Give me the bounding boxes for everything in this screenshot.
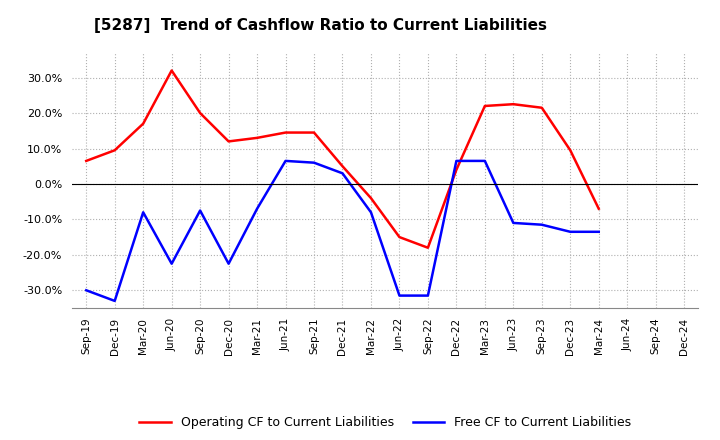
Free CF to Current Liabilities <box>480 158 489 164</box>
Operating CF to Current Liabilities <box>167 68 176 73</box>
Operating CF to Current Liabilities <box>82 158 91 164</box>
Free CF to Current Liabilities <box>282 158 290 164</box>
Operating CF to Current Liabilities <box>480 103 489 109</box>
Operating CF to Current Liabilities <box>338 164 347 169</box>
Operating CF to Current Liabilities <box>395 235 404 240</box>
Operating CF to Current Liabilities <box>310 130 318 135</box>
Free CF to Current Liabilities <box>338 171 347 176</box>
Free CF to Current Liabilities <box>110 298 119 304</box>
Operating CF to Current Liabilities <box>366 195 375 201</box>
Operating CF to Current Liabilities <box>595 206 603 211</box>
Operating CF to Current Liabilities <box>282 130 290 135</box>
Operating CF to Current Liabilities <box>139 121 148 126</box>
Operating CF to Current Liabilities <box>566 148 575 153</box>
Free CF to Current Liabilities <box>253 206 261 211</box>
Free CF to Current Liabilities <box>423 293 432 298</box>
Free CF to Current Liabilities <box>225 261 233 266</box>
Free CF to Current Liabilities <box>82 288 91 293</box>
Free CF to Current Liabilities <box>509 220 518 226</box>
Free CF to Current Liabilities <box>595 229 603 235</box>
Line: Free CF to Current Liabilities: Free CF to Current Liabilities <box>86 161 599 301</box>
Free CF to Current Liabilities <box>196 208 204 213</box>
Free CF to Current Liabilities <box>452 158 461 164</box>
Free CF to Current Liabilities <box>537 222 546 227</box>
Operating CF to Current Liabilities <box>452 167 461 172</box>
Operating CF to Current Liabilities <box>196 110 204 116</box>
Free CF to Current Liabilities <box>395 293 404 298</box>
Free CF to Current Liabilities <box>566 229 575 235</box>
Operating CF to Current Liabilities <box>537 105 546 110</box>
Free CF to Current Liabilities <box>366 210 375 215</box>
Operating CF to Current Liabilities <box>253 135 261 140</box>
Text: [5287]  Trend of Cashflow Ratio to Current Liabilities: [5287] Trend of Cashflow Ratio to Curren… <box>94 18 546 33</box>
Free CF to Current Liabilities <box>139 210 148 215</box>
Operating CF to Current Liabilities <box>225 139 233 144</box>
Operating CF to Current Liabilities <box>509 102 518 107</box>
Operating CF to Current Liabilities <box>110 148 119 153</box>
Line: Operating CF to Current Liabilities: Operating CF to Current Liabilities <box>86 70 599 248</box>
Legend: Operating CF to Current Liabilities, Free CF to Current Liabilities: Operating CF to Current Liabilities, Fre… <box>135 411 636 434</box>
Free CF to Current Liabilities <box>310 160 318 165</box>
Free CF to Current Liabilities <box>167 261 176 266</box>
Operating CF to Current Liabilities <box>423 245 432 250</box>
